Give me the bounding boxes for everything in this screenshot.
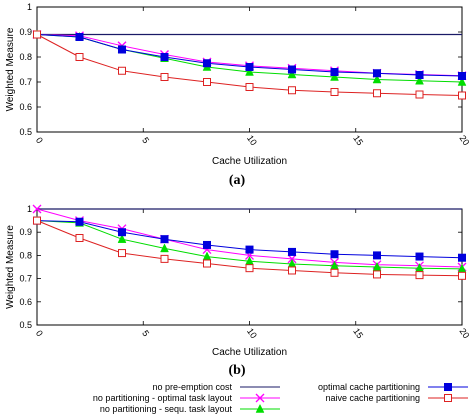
y-axis-label: Weighted Measure	[5, 225, 16, 309]
data-point-no-part-sequ	[415, 75, 424, 85]
data-point-optimal-cache	[245, 245, 254, 254]
data-point-optimal-cache	[203, 240, 211, 249]
x-tick-label: 5	[140, 328, 151, 338]
data-point-optimal-cache	[203, 59, 211, 68]
data-point-naive-cache	[458, 271, 466, 280]
data-point-naive-cache	[33, 30, 41, 39]
data-point-optimal-cache	[160, 235, 169, 244]
x-axis-label: Cache Utilization	[212, 156, 287, 167]
y-tick-label: 0.9	[19, 27, 32, 37]
data-point-no-part-sequ	[330, 71, 339, 81]
data-point-no-part-sequ	[287, 69, 297, 79]
x-tick-label: 0	[34, 135, 45, 145]
data-point-naive-cache	[33, 216, 41, 225]
data-point-no-part-optimal	[287, 254, 297, 264]
legend-label-no-part-optimal: no partitioning - optimal task layout	[93, 393, 233, 403]
data-point-optimal-cache	[330, 68, 339, 76]
y-tick-label: 0.5	[19, 127, 32, 137]
data-point-naive-cache	[330, 268, 339, 277]
data-point-optimal-cache	[288, 65, 296, 74]
y-tick-label: 1	[27, 204, 32, 214]
x-tick-label: 10	[245, 133, 259, 147]
data-point-naive-cache	[160, 254, 169, 263]
data-point-naive-cache	[118, 66, 126, 75]
data-point-naive-cache	[245, 83, 254, 91]
y-tick-label: 0.7	[19, 274, 32, 284]
data-point-naive-cache	[245, 264, 254, 273]
x-axis-label: Cache Utilization	[212, 347, 287, 358]
y-tick-label: 1	[27, 2, 32, 12]
y-tick-label: 0.8	[19, 250, 32, 260]
x-tick-label: 5	[140, 135, 151, 145]
data-point-naive-cache	[118, 249, 126, 258]
data-point-optimal-cache	[373, 69, 381, 78]
legend-marker-optimal-cache	[444, 383, 452, 391]
data-point-naive-cache	[288, 86, 296, 95]
x-tick-label: 0	[34, 328, 45, 338]
legend-label-naive-cache: naive cache partitioning	[325, 393, 420, 403]
data-point-optimal-cache	[160, 53, 169, 61]
x-tick-label: 15	[351, 133, 365, 147]
data-point-no-part-sequ	[245, 66, 254, 76]
data-point-optimal-cache	[75, 33, 84, 41]
x-tick-label: 20	[457, 326, 471, 340]
data-point-naive-cache	[75, 53, 84, 61]
y-tick-label: 0.5	[19, 320, 32, 330]
y-tick-label: 0.6	[19, 102, 32, 112]
data-point-optimal-cache	[245, 63, 254, 71]
legend-marker-naive-cache	[444, 394, 452, 402]
panel-label-b: (b)	[228, 363, 245, 378]
data-point-naive-cache	[203, 78, 211, 86]
data-point-optimal-cache	[330, 250, 339, 259]
y-tick-label: 0.6	[19, 297, 32, 307]
data-point-naive-cache	[288, 266, 296, 275]
data-point-optimal-cache	[458, 253, 466, 262]
data-point-no-part-optimal	[32, 204, 42, 214]
data-point-naive-cache	[373, 270, 381, 279]
data-point-no-part-sequ	[117, 234, 127, 243]
data-point-naive-cache	[330, 88, 339, 96]
data-point-naive-cache	[458, 91, 466, 100]
legend-label-optimal-cache: optimal cache partitioning	[318, 382, 420, 392]
data-point-naive-cache	[415, 90, 424, 99]
data-point-optimal-cache	[415, 252, 424, 261]
x-tick-label: 10	[245, 326, 259, 340]
y-tick-label: 0.8	[19, 52, 32, 62]
data-point-no-part-sequ	[160, 243, 169, 253]
y-tick-label: 0.7	[19, 77, 32, 87]
legend-label-no-part-sequ: no partitioning - sequ. task layout	[100, 404, 233, 414]
legend-marker-no-part-optimal	[255, 393, 265, 403]
data-point-no-part-sequ	[372, 74, 382, 84]
data-point-no-part-sequ	[457, 76, 467, 86]
x-tick-label: 15	[351, 326, 365, 340]
data-point-optimal-cache	[288, 247, 296, 256]
data-point-naive-cache	[373, 89, 381, 98]
data-point-optimal-cache	[118, 45, 126, 54]
data-point-optimal-cache	[458, 72, 466, 80]
data-point-naive-cache	[415, 271, 424, 280]
data-point-naive-cache	[203, 259, 211, 268]
legend-marker-no-part-sequ	[255, 403, 265, 413]
data-point-optimal-cache	[118, 228, 126, 237]
x-tick-label: 20	[457, 133, 471, 147]
data-point-naive-cache	[75, 234, 84, 242]
y-tick-label: 0.9	[19, 227, 32, 237]
y-axis-label: Weighted Measure	[5, 27, 16, 111]
data-point-optimal-cache	[415, 71, 424, 79]
data-point-optimal-cache	[75, 217, 84, 226]
data-point-naive-cache	[160, 73, 169, 81]
legend-label-no-preemption: no pre-emption cost	[152, 382, 232, 392]
panel-label-a: (a)	[229, 173, 246, 188]
data-point-optimal-cache	[373, 251, 381, 260]
